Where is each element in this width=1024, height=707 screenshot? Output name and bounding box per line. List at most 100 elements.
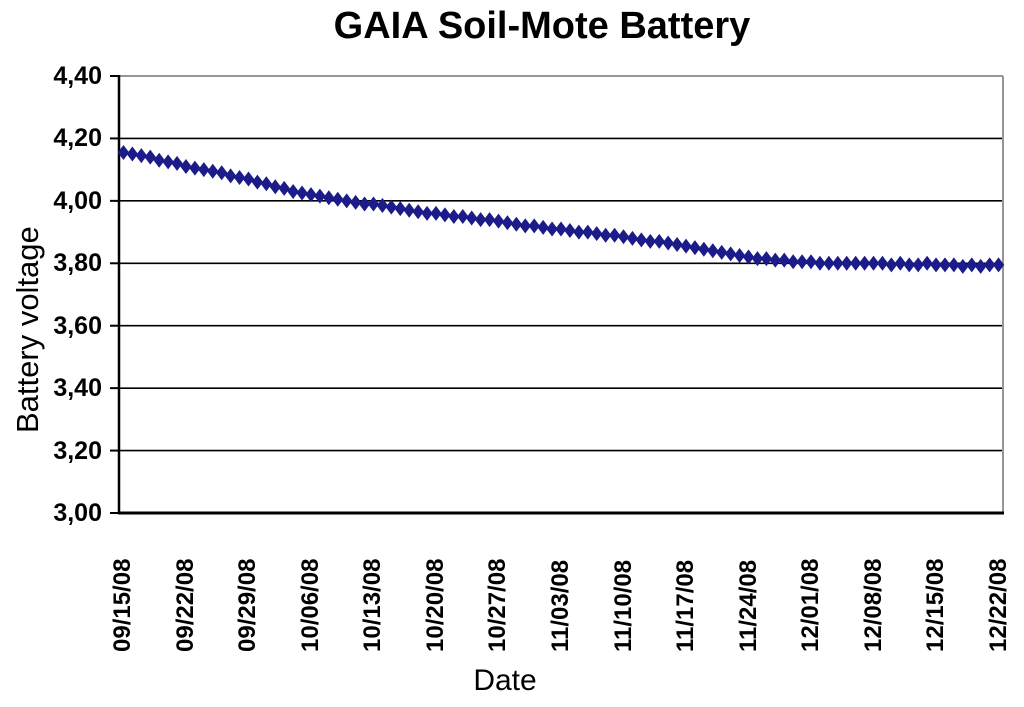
data-point-marker <box>233 169 246 185</box>
data-point-marker <box>367 196 380 212</box>
x-tick-label: 12/22/08 <box>984 558 1012 652</box>
data-point-marker <box>385 199 398 215</box>
data-point-marker <box>448 208 460 224</box>
data-point-marker <box>546 221 558 237</box>
data-point-marker <box>617 229 630 245</box>
data-point-marker <box>966 257 978 273</box>
y-tick-label: 3,00 <box>53 499 102 527</box>
data-point-marker <box>421 205 433 221</box>
data-point-marker <box>528 218 540 234</box>
x-tick-label: 09/29/08 <box>234 558 262 652</box>
data-point-marker <box>510 216 523 232</box>
data-point-marker <box>894 255 907 271</box>
data-point-marker <box>671 237 683 253</box>
data-point-marker <box>796 254 808 270</box>
data-point-marker <box>635 232 648 248</box>
data-point-marker <box>555 221 567 237</box>
data-point-marker <box>519 218 531 234</box>
data-point-marker <box>974 258 987 274</box>
data-point-marker <box>787 254 799 270</box>
chart-title: GAIA Soil-Mote Battery <box>333 5 751 47</box>
data-point-marker <box>591 226 603 242</box>
data-point-marker <box>198 162 210 178</box>
data-point-marker <box>876 255 889 271</box>
data-point-marker <box>207 163 219 179</box>
data-point-marker <box>778 252 790 268</box>
x-tick-label: 12/08/08 <box>859 558 887 652</box>
data-point-marker <box>215 165 228 181</box>
data-point-marker <box>832 255 844 271</box>
data-point-marker <box>412 204 424 220</box>
data-point-marker <box>358 196 371 212</box>
data-point-marker <box>760 251 773 267</box>
data-point-marker <box>573 224 585 240</box>
data-point-marker <box>260 176 273 192</box>
data-point-marker <box>340 193 353 209</box>
data-point-marker <box>912 257 924 273</box>
x-tick-label: 09/22/08 <box>171 558 199 652</box>
data-point-marker <box>376 198 389 214</box>
data-point-marker <box>751 251 764 267</box>
data-point-marker <box>582 224 594 240</box>
y-tick-label: 3,80 <box>53 249 102 278</box>
x-axis-title: Date <box>473 664 537 697</box>
data-point-marker <box>251 174 264 190</box>
data-point-marker <box>680 238 692 254</box>
data-point-marker <box>483 212 496 228</box>
data-point-marker <box>126 146 139 162</box>
data-point-marker <box>930 257 942 273</box>
data-point-marker <box>948 257 960 273</box>
y-tick-label: 3,60 <box>53 311 102 340</box>
x-tick-label: 12/15/08 <box>922 558 950 652</box>
data-point-marker <box>814 255 826 271</box>
data-point-marker <box>144 149 156 165</box>
data-point-marker <box>296 185 308 201</box>
data-point-marker <box>332 191 344 207</box>
x-tick-label: 10/06/08 <box>296 558 324 652</box>
data-point-marker <box>153 152 165 168</box>
data-point-marker <box>689 240 701 256</box>
data-point-marker <box>180 159 192 175</box>
x-tick-label: 11/24/08 <box>734 559 762 652</box>
data-point-marker <box>626 230 639 246</box>
x-tick-label: 11/10/08 <box>609 559 637 652</box>
data-point-marker <box>849 255 862 271</box>
y-tick-label: 4,20 <box>53 124 102 153</box>
data-point-marker <box>724 246 737 262</box>
data-point-marker <box>162 154 174 170</box>
data-point-marker <box>992 257 1005 273</box>
x-tick-label: 10/27/08 <box>484 558 512 652</box>
data-point-marker <box>117 144 130 160</box>
data-point-marker <box>492 213 505 229</box>
data-point-marker <box>939 257 951 273</box>
data-point-marker <box>707 243 719 259</box>
data-point-marker <box>823 255 835 271</box>
x-tick-label: 09/15/08 <box>109 558 137 652</box>
data-point-marker <box>841 255 853 271</box>
data-point-marker <box>323 190 335 206</box>
data-point-marker <box>805 254 817 270</box>
data-point-marker <box>439 207 451 223</box>
y-tick-label: 3,40 <box>53 374 102 403</box>
x-tick-label: 12/01/08 <box>797 558 825 652</box>
data-point-marker <box>287 183 299 199</box>
data-point-marker <box>885 257 898 273</box>
x-tick-label: 11/03/08 <box>547 559 574 652</box>
data-point-marker <box>867 255 880 271</box>
data-point-marker <box>742 249 755 265</box>
y-tick-label: 4,00 <box>53 186 102 215</box>
data-point-marker <box>224 168 237 184</box>
data-point-marker <box>501 215 514 231</box>
data-point-marker <box>278 180 290 196</box>
data-point-marker <box>537 219 549 235</box>
data-point-marker <box>698 241 710 257</box>
x-tick-label: 11/17/08 <box>672 559 699 652</box>
data-point-marker <box>457 208 469 224</box>
data-point-marker <box>769 252 782 268</box>
data-point-marker <box>599 227 612 243</box>
data-point-marker <box>189 160 201 176</box>
data-point-marker <box>858 255 871 271</box>
data-point-marker <box>314 188 326 204</box>
